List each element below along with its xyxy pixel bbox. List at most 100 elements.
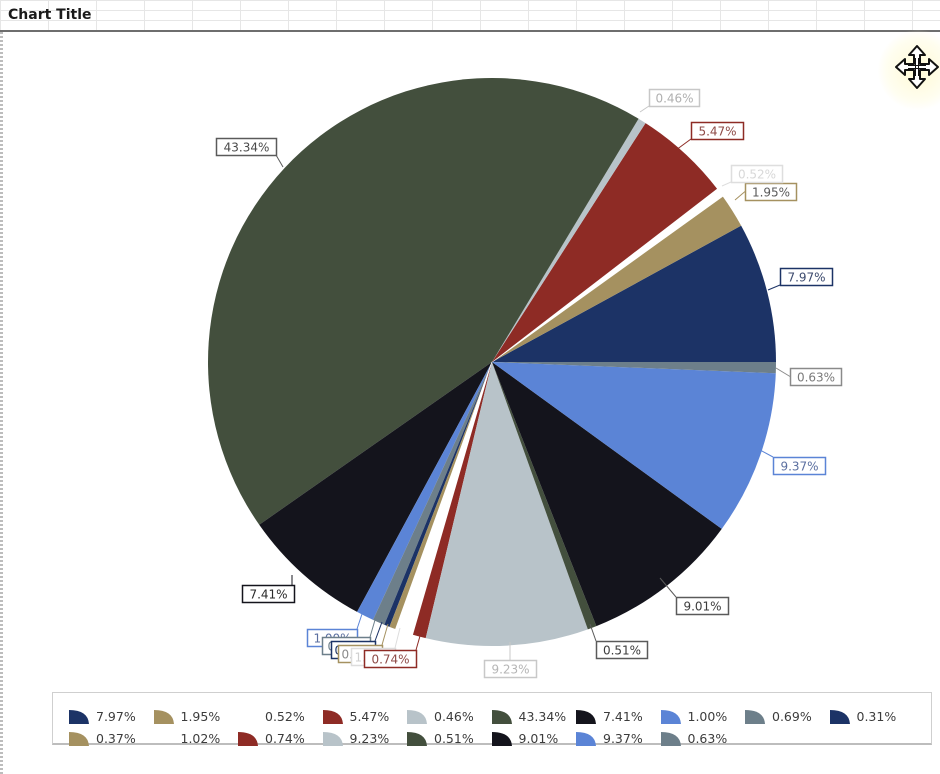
pie-slice[interactable]	[384, 362, 492, 627]
pie-slice[interactable]	[492, 362, 776, 374]
header-grid-background	[0, 0, 940, 31]
legend-label: 0.63%	[687, 731, 728, 746]
data-label: 9.23%	[483, 659, 538, 679]
legend-label: 1.02%	[180, 731, 221, 746]
legend-item-14[interactable]: 0.51%	[406, 730, 491, 747]
legend-label: 0.46%	[434, 709, 474, 724]
legend-swatch-icon	[238, 731, 258, 746]
pie-slice[interactable]	[208, 78, 639, 525]
pie-slice[interactable]	[357, 362, 492, 620]
legend-item-2[interactable]: 0.52%	[237, 708, 322, 725]
move-arrows-icon[interactable]	[894, 44, 940, 90]
legend-label: 0.52%	[265, 709, 305, 724]
data-label: 1.95%	[744, 182, 798, 202]
header-divider	[0, 30, 940, 32]
data-label: 5.47%	[690, 121, 745, 141]
pie-slice[interactable]	[492, 362, 722, 627]
data-label: 9.01%	[675, 596, 730, 616]
svg-text:9.23%: 9.23%	[491, 663, 529, 677]
pie-slices	[208, 78, 776, 646]
legend-swatch-icon	[153, 709, 174, 724]
legend-item-16[interactable]: 9.37%	[575, 730, 660, 747]
legend-label: 43.34%	[518, 709, 567, 724]
svg-text:9.01%: 9.01%	[683, 600, 721, 614]
data-label: 0.51%	[595, 640, 649, 660]
legend-item-5[interactable]: 43.34%	[491, 708, 576, 725]
legend-item-7[interactable]: 1.00%	[660, 708, 745, 725]
pie-slice[interactable]	[492, 196, 742, 362]
legend-label: 1.95%	[180, 709, 221, 724]
pie-slice[interactable]	[492, 225, 776, 362]
legend-swatch-icon	[322, 731, 343, 746]
data-label: 7.97%	[779, 267, 834, 287]
svg-text:9.37%: 9.37%	[780, 460, 818, 474]
data-labels: 7.97%1.95%0.52%5.47%0.46%43.34%7.41%1.00…	[215, 88, 843, 679]
legend-item-6[interactable]: 7.41%	[575, 708, 660, 725]
legend-swatch-icon	[576, 731, 596, 746]
svg-text:0.63%: 0.63%	[797, 371, 835, 385]
legend-label: 7.97%	[96, 709, 136, 724]
svg-text:0.52%: 0.52%	[738, 168, 776, 182]
svg-text:7.41%: 7.41%	[249, 588, 287, 602]
svg-text:0.46%: 0.46%	[655, 92, 693, 106]
legend-label: 5.47%	[349, 709, 390, 724]
legend-item-11[interactable]: 1.02%	[153, 730, 238, 747]
legend-swatch-icon	[153, 731, 175, 747]
legend-label: 9.37%	[603, 731, 643, 746]
legend-item-15[interactable]: 9.01%	[491, 730, 576, 747]
pie-slice[interactable]	[259, 362, 492, 612]
legend-label: 0.69%	[772, 709, 812, 724]
svg-text:0.74%: 0.74%	[371, 653, 409, 667]
legend-label: 0.51%	[434, 731, 474, 746]
legend-grid: 7.97% 1.95% 0.52% 5.47% 0.46% 43.34% 7.4…	[68, 708, 913, 747]
legend-item-12[interactable]: 0.74%	[237, 730, 322, 747]
legend-label: 7.41%	[603, 709, 643, 724]
legend-item-17[interactable]: 0.63%	[660, 730, 745, 747]
legend-item-8[interactable]: 0.69%	[744, 708, 829, 725]
pie-slice[interactable]	[491, 188, 724, 363]
pie-slice[interactable]	[394, 361, 493, 636]
data-label: 0.52%	[730, 164, 784, 184]
data-label: 0.74%	[363, 649, 418, 669]
legend-label: 0.37%	[96, 731, 136, 746]
legend-label: 0.31%	[856, 709, 897, 724]
pie-chart: 7.97%1.95%0.52%5.47%0.46%43.34%7.41%1.00…	[208, 78, 843, 679]
legend-label: 9.23%	[349, 731, 390, 746]
legend-swatch-icon	[237, 709, 259, 725]
data-label: 0.63%	[789, 367, 843, 387]
legend-label: 0.74%	[265, 731, 305, 746]
legend-swatch-icon	[322, 709, 343, 724]
legend-item-9[interactable]: 0.31%	[829, 708, 914, 725]
legend-item-10[interactable]: 0.37%	[68, 730, 153, 747]
pie-slice[interactable]	[373, 362, 492, 625]
data-label: 7.41%	[241, 584, 296, 604]
legend-swatch-icon	[491, 731, 512, 746]
legend-item-1[interactable]: 1.95%	[153, 708, 238, 725]
svg-text:5.47%: 5.47%	[698, 125, 736, 139]
legend-label: 9.01%	[518, 731, 559, 746]
svg-text:1.95%: 1.95%	[752, 186, 790, 200]
legend-swatch-icon	[660, 731, 681, 746]
legend-swatch-icon	[69, 709, 89, 724]
pie-slice[interactable]	[492, 362, 776, 529]
left-dotted-edge	[0, 32, 3, 774]
chart-title: Chart Title	[8, 7, 92, 23]
pie-slice[interactable]	[492, 118, 646, 363]
pie-slice[interactable]	[492, 123, 718, 362]
data-label: 0.46%	[648, 88, 701, 108]
legend-item-4[interactable]: 0.46%	[406, 708, 491, 725]
pie-slice[interactable]	[412, 362, 492, 639]
legend-swatch-icon	[829, 709, 850, 724]
pie-slice[interactable]	[492, 362, 597, 630]
legend-item-0[interactable]: 7.97%	[68, 708, 153, 725]
label-leader-lines	[275, 105, 791, 660]
pie-slice[interactable]	[389, 362, 492, 630]
legend-item-3[interactable]: 5.47%	[322, 708, 407, 725]
legend-swatch-icon	[576, 709, 596, 724]
legend-swatch-icon	[407, 709, 427, 724]
legend-swatch-icon	[407, 731, 427, 746]
chart-legend: 7.97% 1.95% 0.52% 5.47% 0.46% 43.34% 7.4…	[52, 692, 932, 747]
pie-slice[interactable]	[425, 362, 588, 646]
legend-item-13[interactable]: 9.23%	[322, 730, 407, 747]
legend-label: 1.00%	[687, 709, 728, 724]
